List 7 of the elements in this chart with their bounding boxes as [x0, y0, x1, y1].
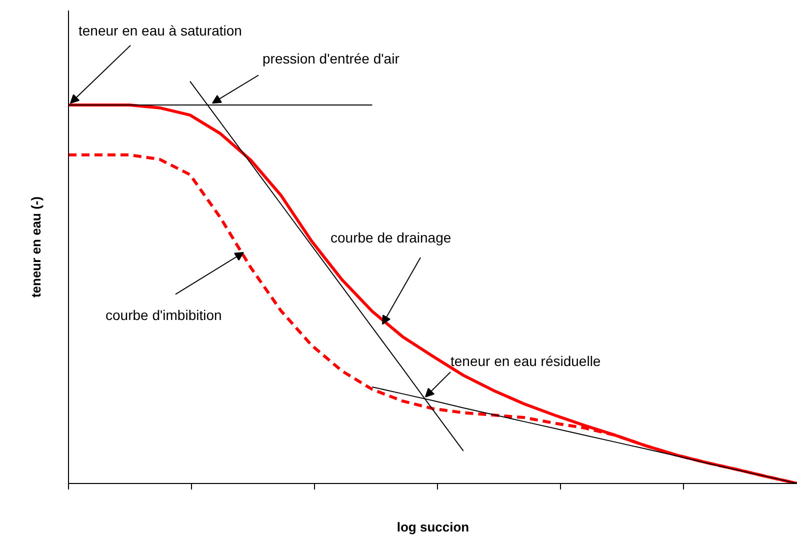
- annotation: courbe d'imbibition: [106, 307, 222, 324]
- text: pression d'entrée d'air: [262, 50, 400, 66]
- y-axis-title: teneur en eau (-): [28, 196, 44, 298]
- annotation: courbe de drainage: [330, 230, 452, 246]
- annotation: teneur en eau résiduelle: [450, 353, 601, 370]
- x-axis-title: log succion: [396, 520, 470, 534]
- text: teneur en eau à saturation: [78, 22, 242, 38]
